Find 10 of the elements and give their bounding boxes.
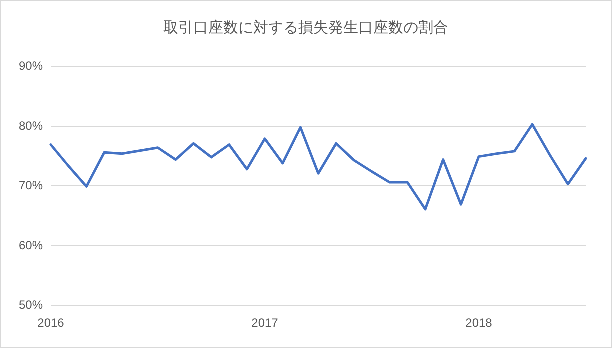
x-tick-label: 2018: [466, 316, 493, 330]
chart-title: 取引口座数に対する損失発生口座数の割合: [164, 18, 448, 36]
x-tick-label: 2016: [38, 316, 65, 330]
line-series: [50, 123, 588, 211]
x-tick-label: 2017: [252, 316, 279, 330]
y-tick-label: 50%: [18, 298, 44, 312]
y-tick-label: 80%: [18, 118, 44, 133]
y-tick-label: 70%: [18, 178, 44, 192]
y-tick-label: 60%: [18, 238, 44, 252]
y-tick-label: 90%: [18, 59, 44, 73]
